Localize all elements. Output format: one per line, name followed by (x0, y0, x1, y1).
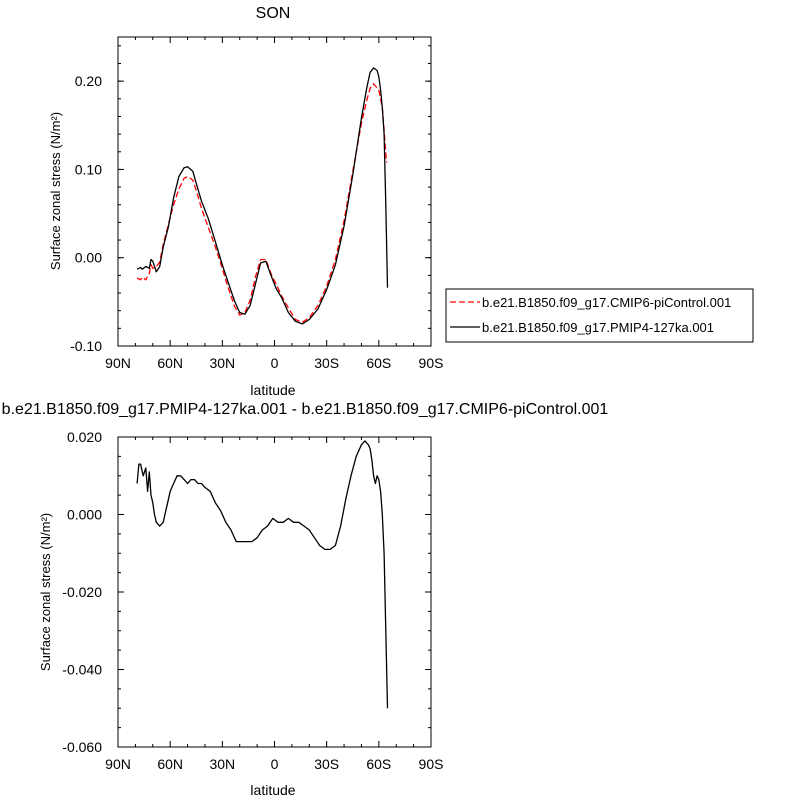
y-tick-label: 0.10 (75, 161, 102, 177)
legend-box (445, 288, 754, 343)
top-chart-panel: SON 90N 60N 30N 0 30S 60S 90S -0.10 0.00 0.10 0.20… (48, 5, 754, 398)
legend-label-picontrol: b.e21.B1850.f09_g17.CMIP6-piControl.001 (482, 295, 731, 310)
y-tick-label: -0.020 (62, 584, 102, 600)
y-tick-label: 0.00 (75, 250, 102, 266)
bottom-ticks (117, 436, 432, 748)
x-tick-label: 90S (419, 355, 444, 371)
x-tick-label: 60N (157, 756, 183, 772)
top-y-axis-label: Surface zonal stress (N/m²) (48, 112, 63, 270)
bottom-series-group (136, 440, 389, 709)
y-tick-label: 0.020 (67, 429, 102, 445)
y-tick-label: -0.060 (62, 739, 102, 755)
top-tick-labels: 90N 60N 30N 0 30S 60S 90S -0.10 0.00 0.10 0.20 (70, 73, 443, 371)
top-series-line-0 (136, 83, 388, 323)
x-tick-label: 60S (366, 756, 391, 772)
bottom-tick-labels: 90N 60N 30N 0 30S 60S 90S -0.060 -0.040 -0.020 0.0… (62, 429, 443, 772)
legend: b.e21.B1850.f09_g17.CMIP6-piControl.001 … (445, 288, 754, 343)
x-tick-label: 0 (271, 355, 279, 371)
x-tick-label: 30N (209, 756, 235, 772)
x-tick-label: 60N (157, 355, 183, 371)
x-tick-label: 90N (105, 355, 131, 371)
x-tick-label: 0 (271, 756, 279, 772)
y-tick-label: 0.000 (67, 507, 102, 523)
legend-label-127ka: b.e21.B1850.f09_g17.PMIP4-127ka.001 (482, 320, 714, 335)
y-tick-label: -0.040 (62, 662, 102, 678)
bottom-plot-frame (117, 436, 432, 748)
top-series-group (136, 67, 389, 325)
x-tick-label: 90N (105, 756, 131, 772)
bottom-x-axis-label: latitude (250, 782, 295, 798)
y-tick-label: 0.20 (75, 73, 102, 89)
bottom-y-axis-label: Surface zonal stress (N/m²) (38, 513, 53, 671)
x-tick-label: 60S (366, 355, 391, 371)
top-plot-frame (117, 36, 432, 347)
chart-title: SON (256, 5, 291, 22)
difference-chart-title: b.e21.B1850.f09_g17.PMIP4-127ka.001 - b.… (2, 401, 609, 418)
bottom-series-line-0 (136, 440, 389, 709)
x-tick-label: 90S (419, 756, 444, 772)
x-tick-label: 30S (314, 756, 339, 772)
top-ticks (117, 37, 432, 347)
y-tick-label: -0.10 (70, 338, 102, 354)
bottom-chart-panel: b.e21.B1850.f09_g17.PMIP4-127ka.001 - b.… (2, 401, 609, 798)
top-series-line-1 (136, 67, 389, 325)
x-tick-label: 30S (314, 355, 339, 371)
top-x-axis-label: latitude (250, 382, 295, 398)
x-tick-label: 30N (209, 355, 235, 371)
